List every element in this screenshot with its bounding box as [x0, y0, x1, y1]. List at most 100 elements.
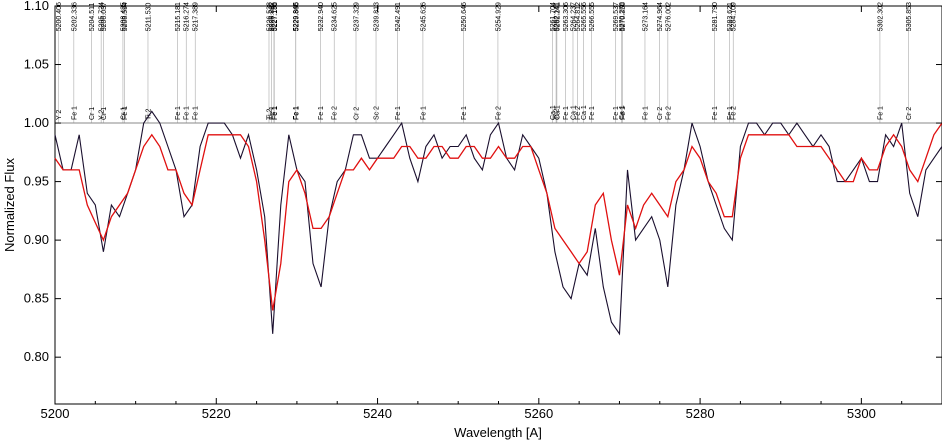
line-id-species: Fe 1: [613, 106, 620, 120]
line-id-species: Fe 1: [175, 106, 182, 120]
line-id-wavelength: 5237.329: [354, 2, 361, 31]
line-id-marker: 5227.190 Fe 1: [272, 2, 279, 124]
line-id-wavelength: 5205.724: [99, 2, 106, 31]
line-id-species: Fe 1: [563, 106, 570, 120]
line-id-marker: 5265.556 Ca 1: [581, 2, 588, 124]
line-id-wavelength: 5262.141: [554, 2, 561, 31]
line-id-marker: 5269.537 Fe 1: [613, 2, 620, 124]
line-id-wavelength: 5305.853: [906, 2, 913, 31]
line-id-marker: 5226.862 Fe 1: [269, 2, 276, 124]
line-id-wavelength: 5262.241: [554, 2, 561, 31]
line-id-species: Cr 2: [906, 107, 913, 120]
line-id-species: Fe 1: [395, 106, 402, 120]
y-tick-label: 0.80: [24, 349, 49, 364]
line-id-marker: 5217.389 Fe 1: [193, 2, 200, 124]
line-id-marker: 5202.336 Fe 1: [71, 2, 78, 124]
line-id-species: Fe 1: [420, 106, 427, 120]
x-axis-label: Wavelength [A]: [454, 425, 542, 440]
line-id-marker: 5281.790 Fe 1: [712, 2, 719, 124]
line-id-wavelength: 5229.845: [293, 2, 300, 31]
line-id-wavelength: 5245.626: [420, 2, 427, 31]
y-tick-label: 1.05: [24, 57, 49, 72]
line-id-species: Fe 2: [731, 106, 738, 120]
line-id-wavelength: 5227.151: [271, 2, 278, 31]
line-id-marker: 5270.356 Fe 1: [620, 2, 627, 124]
line-id-marker: 5208.594 Fe 1: [122, 2, 129, 124]
line-id-species: Fe 1: [589, 106, 596, 120]
line-id-marker: 5227.151 Fe 1: [271, 2, 278, 124]
line-id-species: Y 2: [56, 110, 63, 120]
line-id-species: Fe 1: [461, 106, 468, 120]
line-id-wavelength: 5284.109: [731, 2, 738, 31]
line-id-marker: 5270.270 Ca 1: [619, 2, 626, 124]
line-id-marker: 5250.646 Fe 1: [461, 2, 468, 124]
line-id-wavelength: 5264.812: [575, 2, 582, 31]
y-tick-label: 0.90: [24, 232, 49, 247]
line-id-wavelength: 5266.555: [589, 2, 596, 31]
line-id-wavelength: 5232.940: [318, 2, 325, 31]
line-id-species: Ca 1: [581, 105, 588, 120]
line-id-wavelength: 5269.537: [613, 2, 620, 31]
observed-spectrum-line: [54, 110, 942, 336]
line-id-marker: 5245.626 Fe 1: [420, 2, 427, 124]
line-id-wavelength: 5215.181: [175, 2, 182, 31]
line-id-wavelength: 5202.336: [71, 2, 78, 31]
line-id-wavelength: 5226.862: [269, 2, 276, 31]
line-id-species: Y 2: [99, 110, 106, 120]
line-id-marker: 5262.241 Ca 1: [554, 2, 561, 124]
y-tick-label: 1.10: [24, 0, 49, 13]
line-id-species: Fe 1: [293, 106, 300, 120]
line-id-wavelength: 5234.625: [332, 2, 339, 31]
line-id-wavelength: 5211.530: [145, 2, 152, 31]
line-id-species: Fe 1: [727, 106, 734, 120]
line-id-species: Ca 1: [570, 105, 577, 120]
line-id-marker: 5274.964 Cr 2: [657, 2, 664, 124]
line-id-wavelength: 5226.538: [266, 2, 273, 31]
line-id-marker: 5242.491 Fe 1: [395, 2, 402, 124]
line-id-marker: 5234.625 Fe 2: [332, 2, 339, 124]
line-id-marker: 5276.002 Fe 2: [665, 2, 672, 124]
line-id-wavelength: 5229.866: [293, 2, 300, 31]
line-id-marker: 5200.406 Y 2: [56, 2, 63, 124]
line-id-species: Fe 1: [877, 106, 884, 120]
y-tick-label: 0.95: [24, 174, 49, 189]
line-id-wavelength: 5227.190: [272, 2, 279, 31]
line-id-wavelength: 5302.302: [877, 2, 884, 31]
x-tick-label: 5240: [363, 406, 392, 421]
line-id-wavelength: 5270.356: [620, 2, 627, 31]
line-id-marker: 5284.109 Fe 2: [731, 2, 738, 124]
line-id-species: Ca 1: [550, 105, 557, 120]
line-id-wavelength: 5204.511: [89, 2, 96, 31]
line-id-wavelength: 5281.790: [712, 2, 719, 31]
line-id-marker: 5263.306 Fe 1: [563, 2, 570, 124]
line-id-species: Fe 1: [184, 106, 191, 120]
line-id-species: Fe 1: [293, 106, 300, 120]
x-tick-label: 5200: [41, 406, 70, 421]
line-id-species: Cr 1: [89, 107, 96, 120]
line-id-wavelength: 5274.964: [657, 2, 664, 31]
x-tick-label: 5280: [686, 406, 715, 421]
y-axis-label: Normalized Flux: [2, 158, 17, 252]
line-id-marker: 5211.530 Ti 2: [145, 2, 152, 124]
x-tick-label: 5220: [202, 406, 231, 421]
line-id-wavelength: 5217.389: [193, 2, 200, 31]
line-id-species: Ti 2: [145, 109, 152, 121]
line-id-species: Fe 1: [71, 106, 78, 120]
line-id-wavelength: 5264.237: [570, 2, 577, 31]
line-id-marker: 5216.274 Fe 1: [184, 2, 191, 124]
line-id-species: Fe 1: [620, 106, 627, 120]
line-id-species: Ca 1: [619, 105, 626, 120]
line-id-wavelength: 5250.646: [461, 2, 468, 31]
line-id-marker: 5273.164 Fe 1: [642, 2, 649, 124]
line-id-marker: 5266.555 Fe 1: [589, 2, 596, 124]
y-axis-ticks: 0.80 0.85 0.90 0.95 1.00 1.05 1.10: [24, 0, 942, 364]
line-id-marker: 5208.425 Cr 1: [120, 2, 127, 124]
model-spectrum-line: [54, 122, 942, 311]
line-id-marker: 5302.302 Fe 1: [877, 2, 884, 124]
line-id-marker: 5305.853 Cr 2: [906, 2, 913, 124]
line-id-species: Fe 2: [575, 106, 582, 120]
line-id-marker: 5237.329 Cr 2: [354, 2, 361, 124]
line-id-species: Cr 2: [354, 107, 361, 120]
